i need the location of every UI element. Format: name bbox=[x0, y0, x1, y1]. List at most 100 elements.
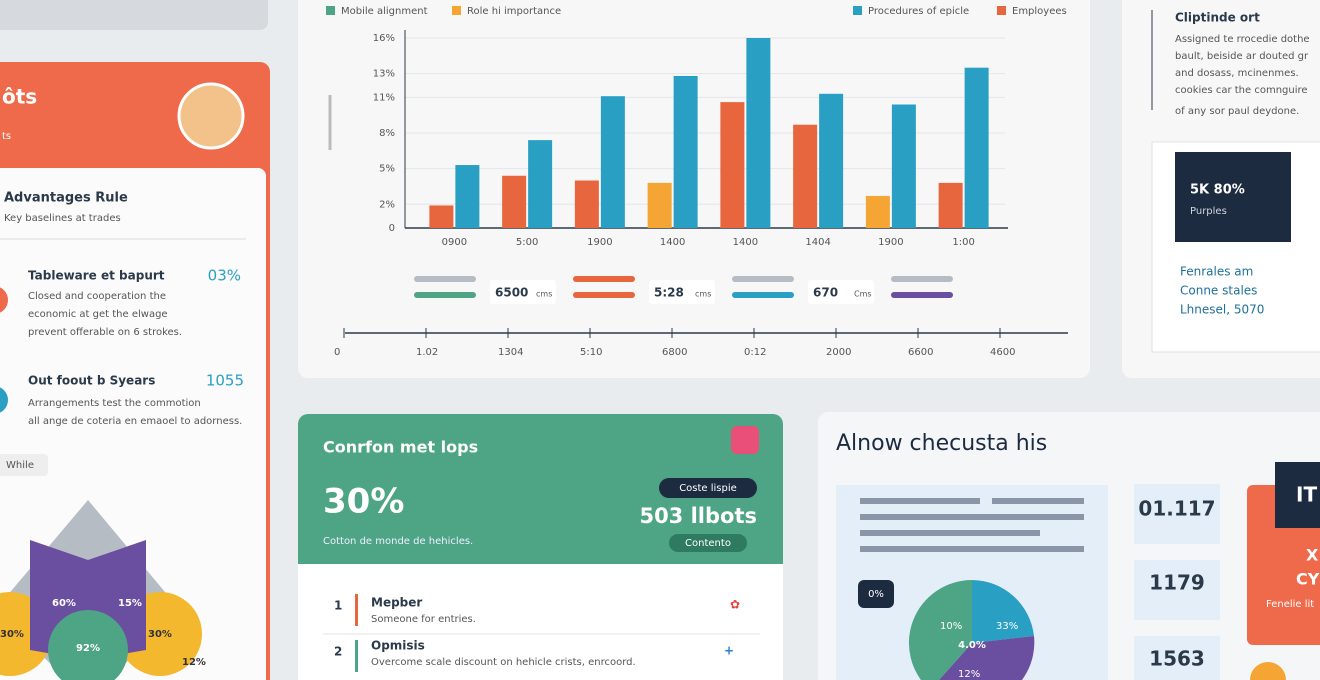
slider-unit: cms bbox=[695, 290, 711, 299]
label: 12% bbox=[182, 657, 206, 668]
slider-value: 5:28 bbox=[654, 286, 684, 300]
button-label[interactable]: Contento bbox=[685, 538, 731, 549]
button-label[interactable]: While bbox=[6, 460, 34, 471]
icon bbox=[0, 387, 8, 413]
note: Fenrales am bbox=[1180, 265, 1253, 279]
item-value: 1055 bbox=[206, 372, 244, 390]
badge bbox=[858, 580, 894, 608]
line-skeleton bbox=[860, 530, 1040, 536]
legend-swatch bbox=[853, 6, 862, 15]
right-title: Cliptinde ort bbox=[1175, 11, 1260, 25]
timeline: 0 1.02 1304 5:10 6800 0:12 2000 6600 4600 bbox=[334, 328, 1015, 358]
pie-slice bbox=[938, 636, 1035, 680]
list-icon: ✿ bbox=[730, 598, 740, 612]
timeline-label: 0:12 bbox=[744, 347, 766, 358]
sliders: 6500 cms 5:28 cms 670 Cms bbox=[414, 276, 953, 304]
legend-label: Role hi importance bbox=[467, 6, 561, 17]
line-skeleton bbox=[860, 546, 1084, 552]
note: Lhnesel, 5070 bbox=[1180, 303, 1264, 317]
slider-track bbox=[573, 292, 635, 298]
bar bbox=[528, 140, 553, 228]
right-line: bault, beiside ar douted gr bbox=[1175, 51, 1309, 62]
list-icon: + bbox=[724, 644, 734, 658]
slider-chip bbox=[490, 280, 556, 304]
slider-value: 6500 bbox=[495, 286, 528, 300]
legend-swatch bbox=[452, 6, 461, 15]
list-number: 1 bbox=[334, 599, 342, 613]
slider-track bbox=[732, 292, 794, 298]
x-tick-label: 0900 bbox=[442, 237, 467, 248]
bar bbox=[429, 205, 454, 228]
pie-label: 4.0% bbox=[958, 640, 986, 651]
bar bbox=[865, 195, 890, 228]
side-text: Fenelie lit bbox=[1266, 599, 1314, 610]
x-tick-label: 1:00 bbox=[952, 237, 974, 248]
right-line: and dosass, mcinenmes. bbox=[1175, 68, 1299, 79]
bottom-title: Alnow checusta his bbox=[836, 431, 1047, 456]
y-tick-label: 8% bbox=[379, 128, 395, 139]
card-value: 5K 80% bbox=[1190, 183, 1245, 198]
button[interactable] bbox=[0, 454, 48, 476]
timeline-label: 6800 bbox=[662, 347, 687, 358]
green-header bbox=[298, 414, 783, 564]
list-bar bbox=[355, 640, 358, 672]
stat: 1563 bbox=[1149, 647, 1205, 671]
right-line: cookies car the comnguire bbox=[1175, 85, 1308, 96]
label: 15% bbox=[118, 598, 142, 609]
bar bbox=[673, 76, 698, 228]
x-tick-label: 5:00 bbox=[516, 237, 538, 248]
badge-label: Coste lispie bbox=[679, 483, 737, 494]
timeline-label: 2000 bbox=[826, 347, 851, 358]
left-title: ôts bbox=[2, 85, 37, 109]
x-tick-label: 1400 bbox=[660, 237, 685, 248]
green-value2: 503 llbots bbox=[639, 504, 757, 528]
bar bbox=[938, 182, 963, 228]
y-tick-label: 5% bbox=[379, 164, 395, 175]
bar-chart: 0 2% 5% 8% 11% 13% 16% Mobile alignment Role hi … bbox=[326, 6, 1067, 248]
list-title: Opmisis bbox=[371, 639, 425, 653]
side-text: X bbox=[1306, 546, 1319, 565]
y-tick-label: 11% bbox=[373, 92, 395, 103]
label: 92% bbox=[76, 643, 100, 654]
slider-track bbox=[732, 276, 794, 282]
slider-track bbox=[573, 276, 635, 282]
item-text: economic at get the elwage bbox=[28, 309, 168, 320]
slider-unit: Cms bbox=[854, 290, 872, 299]
line-skeleton bbox=[860, 514, 1084, 520]
left-subtitle: ts bbox=[2, 131, 11, 142]
timeline-label: 6600 bbox=[908, 347, 933, 358]
list-text: Someone for entries. bbox=[371, 614, 476, 625]
x-tick-label: 1900 bbox=[587, 237, 612, 248]
timeline-label: 1.02 bbox=[416, 347, 438, 358]
bar bbox=[746, 38, 771, 228]
note: Conne stales bbox=[1180, 284, 1257, 298]
stat-tile bbox=[1134, 560, 1220, 620]
stat: 1179 bbox=[1149, 571, 1205, 595]
list-text: Overcome scale discount on hehicle crist… bbox=[371, 657, 636, 668]
line-skeleton bbox=[992, 498, 1084, 504]
left-heading: Advantages Rule bbox=[4, 191, 128, 206]
item-text: Arrangements test the commotion bbox=[28, 398, 201, 409]
card-label: Purples bbox=[1190, 206, 1227, 217]
right-line: of any sor paul deydone. bbox=[1175, 106, 1299, 117]
side-tile bbox=[1275, 462, 1320, 528]
bar bbox=[502, 175, 527, 228]
bar bbox=[647, 182, 672, 228]
side-text: IT bbox=[1296, 483, 1317, 507]
button[interactable] bbox=[669, 534, 747, 552]
badge-label: 0% bbox=[868, 589, 884, 600]
bar bbox=[819, 93, 844, 228]
bar bbox=[891, 104, 916, 228]
timeline-label: 5:10 bbox=[580, 347, 602, 358]
bar bbox=[574, 180, 599, 228]
y-tick-label: 2% bbox=[379, 199, 395, 210]
item-title: Tableware et bapurt bbox=[28, 269, 165, 283]
timeline-label: 1304 bbox=[498, 347, 523, 358]
x-tick-label: 1400 bbox=[733, 237, 758, 248]
slider-track bbox=[891, 276, 953, 282]
item-text: prevent offerable on 6 strokes. bbox=[28, 327, 182, 338]
pie-slice bbox=[908, 580, 972, 680]
slider-unit: cms bbox=[536, 290, 552, 299]
label: 30% bbox=[0, 629, 24, 640]
